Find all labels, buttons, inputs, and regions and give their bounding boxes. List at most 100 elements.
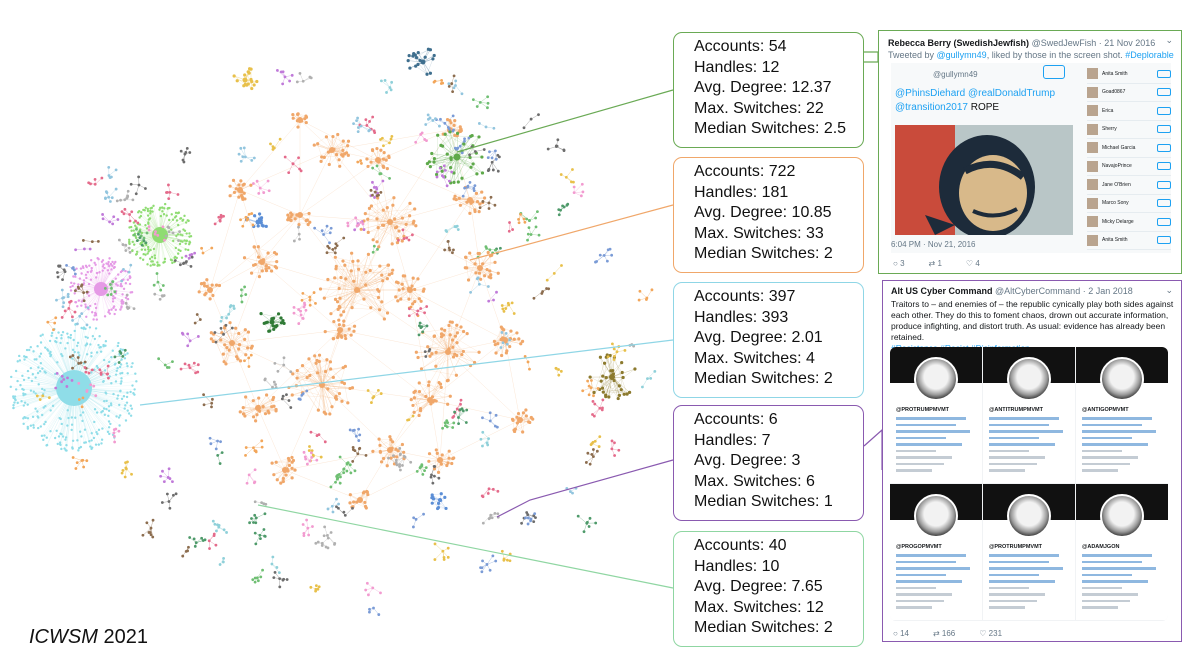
graph-node (43, 370, 46, 373)
graph-node (180, 256, 184, 259)
graph-edge (301, 296, 310, 301)
graph-edge (434, 335, 464, 352)
graph-node (439, 462, 443, 466)
graph-edge (240, 148, 246, 158)
graph-edge (448, 325, 458, 333)
graph-edge (397, 221, 414, 243)
graph-edge (441, 326, 462, 335)
graph-edge (335, 265, 346, 300)
graph-node (333, 255, 337, 259)
graph-edge (190, 336, 199, 342)
graph-node (313, 354, 317, 358)
graph-edge (240, 407, 259, 413)
graph-edge (220, 329, 246, 341)
graph-edge (460, 138, 465, 147)
graph-node (252, 245, 256, 249)
graph-node (428, 354, 432, 358)
graph-edge (453, 145, 473, 174)
graph-node (350, 251, 354, 255)
graph-node (243, 414, 247, 418)
graph-edge (254, 246, 260, 277)
graph-node (477, 350, 481, 354)
graph-edge (510, 338, 523, 342)
graph-node (149, 212, 152, 215)
graph-node (377, 193, 380, 197)
graph-edge (366, 158, 384, 167)
graph-edge (309, 375, 334, 378)
graph-edge (583, 523, 588, 532)
graph-node (147, 221, 150, 224)
graph-node (417, 333, 421, 337)
graph-edge (441, 321, 451, 330)
graph-edge (642, 378, 648, 388)
graph-node (478, 206, 482, 210)
graph-edge (356, 280, 383, 291)
graph-node (559, 369, 563, 373)
graph-node (385, 206, 389, 210)
graph-node (49, 353, 53, 357)
graph-node (521, 411, 526, 415)
graph-node (101, 265, 105, 268)
graph-node (107, 195, 111, 199)
graph-node (156, 264, 159, 267)
graph-edge (376, 217, 403, 242)
graph-node (85, 276, 88, 280)
graph-node (95, 411, 99, 414)
graph-node (179, 240, 183, 243)
graph-node (252, 182, 255, 185)
graph-node (43, 434, 46, 437)
graph-node (131, 240, 134, 244)
graph-node (426, 345, 430, 349)
graph-node (373, 190, 377, 194)
graph-edge (339, 307, 380, 310)
graph-node (420, 59, 426, 65)
graph-node (81, 419, 84, 423)
graph-node (357, 267, 361, 271)
graph-node (458, 408, 462, 412)
graph-edge (181, 367, 190, 370)
graph-node (95, 364, 99, 368)
graph-node (312, 143, 316, 147)
graph-edge (231, 342, 259, 409)
graph-edge (297, 118, 305, 128)
graph-node (292, 305, 296, 309)
graph-node (464, 255, 468, 259)
graph-edge (277, 364, 284, 372)
graph-node (274, 407, 278, 412)
graph-node (106, 430, 110, 434)
graph-edge (356, 289, 388, 314)
graph-node (458, 129, 463, 133)
graph-node (79, 414, 82, 417)
graph-node (481, 559, 484, 563)
graph-edge (609, 355, 613, 378)
graph-edge (255, 535, 261, 545)
graph-node (291, 162, 295, 166)
graph-node (171, 493, 175, 497)
graph-node (266, 179, 270, 183)
graph-edge (432, 503, 447, 509)
graph-node (76, 356, 80, 359)
graph-node (66, 424, 69, 427)
graph-node (29, 345, 32, 349)
graph-node (348, 501, 352, 505)
graph-node (338, 296, 342, 300)
graph-edge (224, 326, 233, 344)
graph-edge (233, 180, 244, 186)
graph-node (112, 266, 116, 270)
graph-node (44, 420, 47, 424)
graph-node (576, 514, 580, 518)
graph-edge (431, 153, 458, 158)
graph-edge (329, 393, 340, 415)
graph-edge (302, 310, 307, 319)
graph-edge (497, 327, 502, 344)
graph-node (468, 155, 472, 160)
graph-edge (456, 136, 480, 158)
graph-node (387, 273, 391, 277)
graph-node (243, 73, 247, 77)
graph-node (124, 282, 128, 285)
graph-node (480, 190, 484, 194)
graph-node (128, 275, 132, 278)
graph-node (243, 359, 246, 363)
graph-node (390, 134, 394, 138)
